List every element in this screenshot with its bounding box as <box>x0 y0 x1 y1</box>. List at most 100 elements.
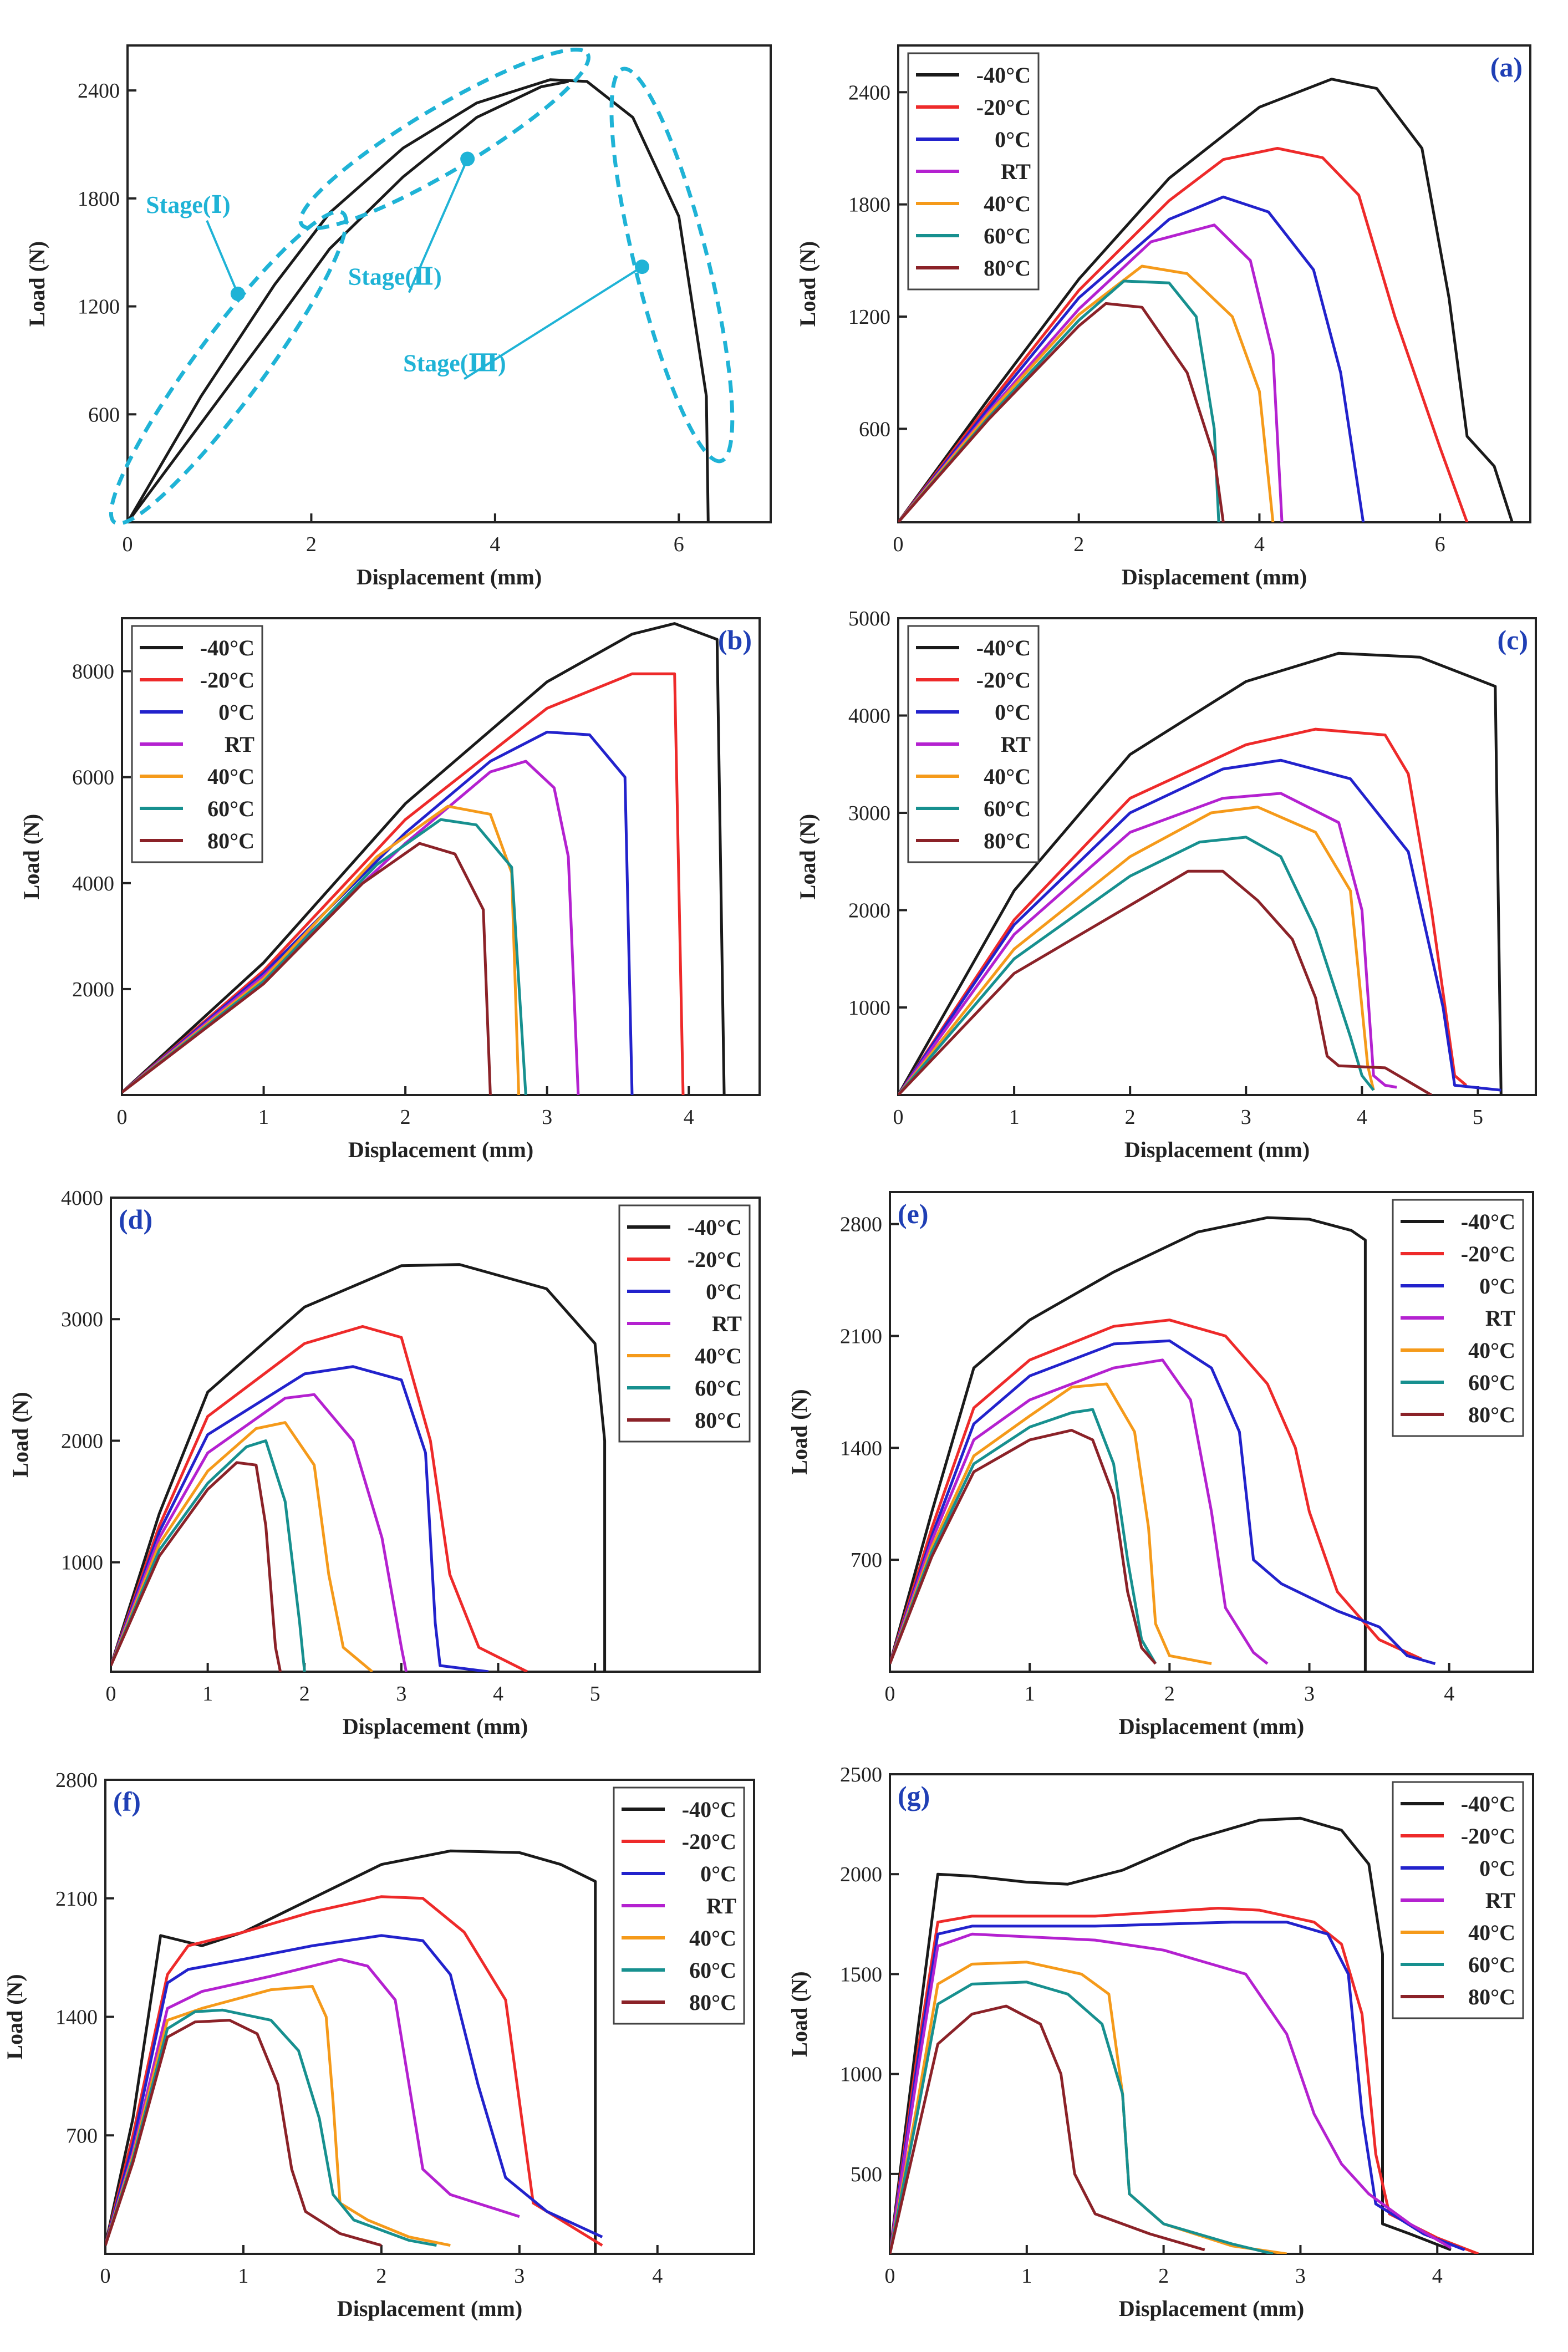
series-line-RT <box>890 1358 1269 1665</box>
series-line--20°C <box>105 1895 603 2247</box>
legend-entry: -40°C <box>976 63 1031 88</box>
y-tick-label: 2400 <box>848 81 890 104</box>
series-line-60°C <box>105 2008 437 2247</box>
x-tick-label: 4 <box>490 533 500 556</box>
y-axis-title: Load (N) <box>19 814 44 899</box>
x-axis-title: Displacement (mm) <box>343 1714 528 1739</box>
stage-label: Stage(Ⅰ) <box>146 191 231 218</box>
legend-entry: -40°C <box>1461 1209 1515 1234</box>
legend-entry: -40°C <box>976 635 1031 660</box>
chart-panel-g: 0 1 2 3 4 500 1000 1500 2000 2500 Displacement (mm… <box>787 1763 1534 2321</box>
series-line--40°C <box>890 1816 1452 2254</box>
legend-entry: 80°C <box>984 828 1031 853</box>
legend-entry: 0°C <box>700 1861 736 1886</box>
legend-entry: 40°C <box>984 764 1031 789</box>
legend-entry: -20°C <box>682 1829 736 1854</box>
series-line-RT <box>898 223 1284 522</box>
series-line-80°C <box>898 869 1433 1095</box>
y-tick-label: 4000 <box>72 872 114 895</box>
series-line--40°C <box>105 1849 597 2254</box>
x-tick-label: 4 <box>652 2264 663 2288</box>
y-tick-label: 2500 <box>840 1763 882 1786</box>
chart-panel-stages: 0 2 4 6 600 1200 1800 2400 Displacement (mm) Load… <box>24 44 772 589</box>
y-tick-label: 1000 <box>848 996 890 1020</box>
chart-panel-b: 0 1 2 3 4 2000 4000 6000 8000 Displacement (mm) Lo… <box>19 617 761 1162</box>
y-tick-label: 2000 <box>72 978 114 1001</box>
series-line--20°C <box>890 1907 1479 2254</box>
x-tick-label: 1 <box>1009 1106 1020 1129</box>
x-axis-title: Displacement (mm) <box>1124 1137 1310 1162</box>
x-tick-label: 3 <box>514 2264 525 2288</box>
panel-label: (g) <box>898 1780 930 1811</box>
x-tick-label: 0 <box>106 1682 116 1706</box>
legend-entry: -20°C <box>976 668 1031 693</box>
x-axis-title: Displacement (mm) <box>337 2296 522 2321</box>
y-axis-title: Load (N) <box>787 1971 812 2056</box>
y-tick-label: 2100 <box>55 1887 98 1911</box>
chart-panel-d: 0 1 2 3 4 5 1000 2000 3000 4000 Displacement (mm) L… <box>8 1187 761 1739</box>
y-tick-label: 1500 <box>840 1963 882 1986</box>
y-tick-label: 2000 <box>61 1429 103 1453</box>
series-line-RT <box>890 1932 1452 2254</box>
series-line-80°C <box>111 1461 282 1672</box>
x-axis-title: Displacement (mm) <box>348 1137 533 1162</box>
y-tick-label: 1000 <box>61 1551 103 1575</box>
series-line-RT <box>105 1958 520 2246</box>
series-line-60°C <box>122 818 527 1095</box>
series-line-0°C <box>898 758 1501 1095</box>
y-tick-label: 700 <box>66 2124 98 2147</box>
panel-label: (c) <box>1498 624 1529 655</box>
series-line-80°C <box>890 2004 1205 2254</box>
y-tick-label: 2800 <box>55 1769 98 1792</box>
x-tick-label: 0 <box>117 1106 128 1129</box>
x-tick-label: 3 <box>542 1106 552 1129</box>
chart-panel-f: 0 1 2 3 4 700 1400 2100 2800 Displacement (mm) Loa… <box>2 1769 755 2321</box>
series-line-60°C <box>898 279 1220 522</box>
y-axis-title: Load (N) <box>787 1389 812 1474</box>
x-tick-label: 2 <box>1125 1106 1136 1129</box>
legend-entry: RT <box>1001 732 1031 757</box>
plot-frame <box>897 44 1531 523</box>
series-line-0°C <box>105 1934 603 2246</box>
series-line--40°C <box>898 78 1514 522</box>
legend-entry: RT <box>1485 1888 1515 1913</box>
legend: -40°C -20°C 0°C RT 40°C 60°C 80°C <box>907 52 1040 291</box>
legend-entry: 60°C <box>984 796 1031 821</box>
x-axis-title: Displacement (mm) <box>357 564 542 589</box>
legend-entry: -20°C <box>1461 1241 1515 1266</box>
y-tick-label: 1400 <box>840 1437 882 1460</box>
y-tick-label: 4000 <box>848 705 890 728</box>
series-line-60°C <box>890 1408 1157 1664</box>
legend-entry: RT <box>712 1311 742 1336</box>
legend-entry: 0°C <box>1479 1274 1515 1299</box>
y-axis-title: Load (N) <box>795 814 820 899</box>
x-tick-label: 6 <box>674 533 684 556</box>
series-line-40°C <box>111 1421 374 1672</box>
x-tick-label: 0 <box>885 1682 895 1706</box>
series-line-80°C <box>898 302 1225 522</box>
legend-entry: -40°C <box>682 1797 736 1822</box>
y-tick-label: 1000 <box>840 2063 882 2086</box>
series-line--40°C <box>890 1216 1367 1672</box>
legend-entry: RT <box>225 732 254 757</box>
series-line-0°C <box>122 730 634 1095</box>
x-tick-label: 2 <box>1158 2264 1169 2288</box>
legend-entry: 0°C <box>995 700 1031 725</box>
series-line-60°C <box>111 1439 306 1672</box>
series-line-0°C <box>111 1365 489 1672</box>
x-tick-label: 2 <box>299 1682 310 1706</box>
x-tick-label: 3 <box>1304 1682 1315 1706</box>
x-tick-label: 3 <box>1295 2264 1306 2288</box>
x-tick-label: 1 <box>202 1682 213 1706</box>
x-tick-label: 3 <box>396 1682 406 1706</box>
x-tick-label: 2 <box>1073 533 1084 556</box>
series-line-60°C <box>890 1981 1274 2254</box>
stage-ellipse <box>109 210 348 526</box>
series-line-60°C <box>898 836 1375 1095</box>
legend: -40°C -20°C 0°C RT 40°C 60°C 80°C <box>1392 1199 1524 1437</box>
y-tick-label: 1200 <box>848 306 890 329</box>
legend-entry: 0°C <box>218 700 254 725</box>
stage-ellipse <box>298 48 590 231</box>
y-tick-label: 1800 <box>78 187 120 211</box>
legend-entry: -40°C <box>688 1215 742 1240</box>
